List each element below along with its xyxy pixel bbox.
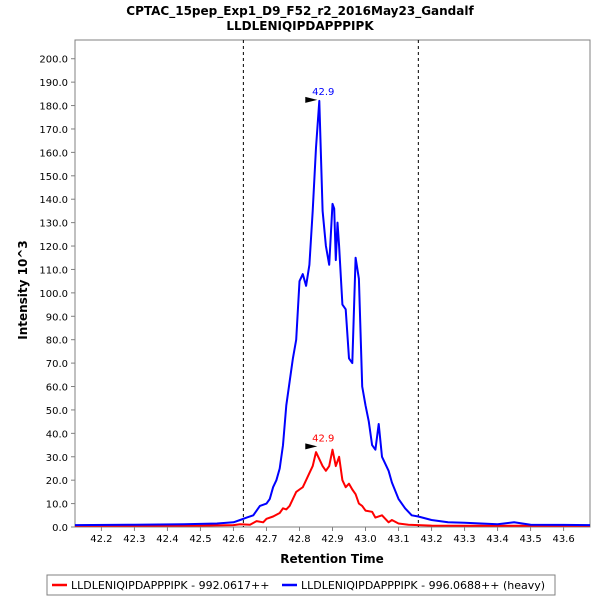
y-tick-label: 0.0 (52, 523, 68, 534)
y-tick-label: 160.0 (39, 148, 68, 159)
y-tick-label: 100.0 (39, 289, 68, 300)
peak-label: 42.9 (312, 87, 334, 98)
y-tick-label: 110.0 (39, 265, 68, 276)
y-axis-label: Intensity 10^3 (16, 240, 30, 340)
x-tick-label: 42.7 (255, 534, 277, 545)
x-tick-label: 43.5 (519, 534, 541, 545)
x-tick-label: 42.8 (288, 534, 310, 545)
y-tick-label: 30.0 (46, 453, 68, 464)
y-tick-label: 200.0 (39, 55, 68, 66)
y-tick-label: 90.0 (46, 312, 68, 323)
y-tick-label: 120.0 (39, 242, 68, 253)
x-tick-label: 42.9 (321, 534, 343, 545)
x-tick-label: 42.4 (156, 534, 178, 545)
peak-arrow-icon (305, 443, 318, 450)
y-tick-label: 130.0 (39, 219, 68, 230)
legend-label: LLDLENIQIPDAPPPIPK - 996.0688++ (heavy) (301, 579, 545, 592)
peak-labels: 42.9 42.9 (305, 87, 334, 450)
series-line (74, 99, 591, 527)
x-axis-ticks: 42.2 42.3 42.4 42.5 42.6 42.7 42.8 42.9 43.0 43.1… (90, 527, 575, 545)
x-tick-label: 43.4 (486, 534, 508, 545)
plot-area (74, 39, 591, 528)
legend: LLDLENIQIPDAPPPIPK - 992.0617++ LLDLENIQI… (52, 579, 545, 592)
y-tick-label: 170.0 (39, 125, 68, 136)
y-tick-label: 140.0 (39, 195, 68, 206)
x-tick-label: 43.2 (420, 534, 442, 545)
x-axis-label: Retention Time (280, 552, 384, 566)
x-tick-label: 42.5 (189, 534, 211, 545)
y-tick-label: 50.0 (46, 406, 68, 417)
legend-label: LLDLENIQIPDAPPPIPK - 992.0617++ (71, 579, 270, 592)
y-tick-label: 60.0 (46, 383, 68, 394)
x-tick-label: 43.6 (552, 534, 574, 545)
series-lines (74, 99, 591, 527)
peak-arrow-icon (305, 96, 318, 103)
y-tick-label: 180.0 (39, 102, 68, 113)
y-axis-ticks: 0.0 10.0 20.0 30.0 40.0 50.0 60.0 70.0 80.0 90.0 1… (39, 55, 75, 534)
x-tick-label: 43.3 (453, 534, 475, 545)
x-tick-label: 43.1 (387, 534, 409, 545)
chart-title: CPTAC_15pep_Exp1_D9_F52_r2_2016May23_Gan… (126, 4, 474, 19)
y-tick-label: 190.0 (39, 78, 68, 89)
x-tick-label: 42.2 (90, 534, 112, 545)
series-line (75, 448, 590, 527)
x-tick-label: 42.6 (222, 534, 244, 545)
x-tick-label: 43.0 (354, 534, 376, 545)
peak-label: 42.9 (312, 433, 334, 444)
y-tick-label: 80.0 (46, 336, 68, 347)
y-tick-label: 20.0 (46, 476, 68, 487)
chart-subtitle: LLDLENIQIPDAPPPIPK (226, 19, 374, 33)
y-tick-label: 70.0 (46, 359, 68, 370)
x-tick-label: 42.3 (123, 534, 145, 545)
y-tick-label: 10.0 (46, 500, 68, 511)
legend-box (46, 574, 556, 596)
y-tick-label: 150.0 (39, 172, 68, 183)
y-tick-label: 40.0 (46, 429, 68, 440)
